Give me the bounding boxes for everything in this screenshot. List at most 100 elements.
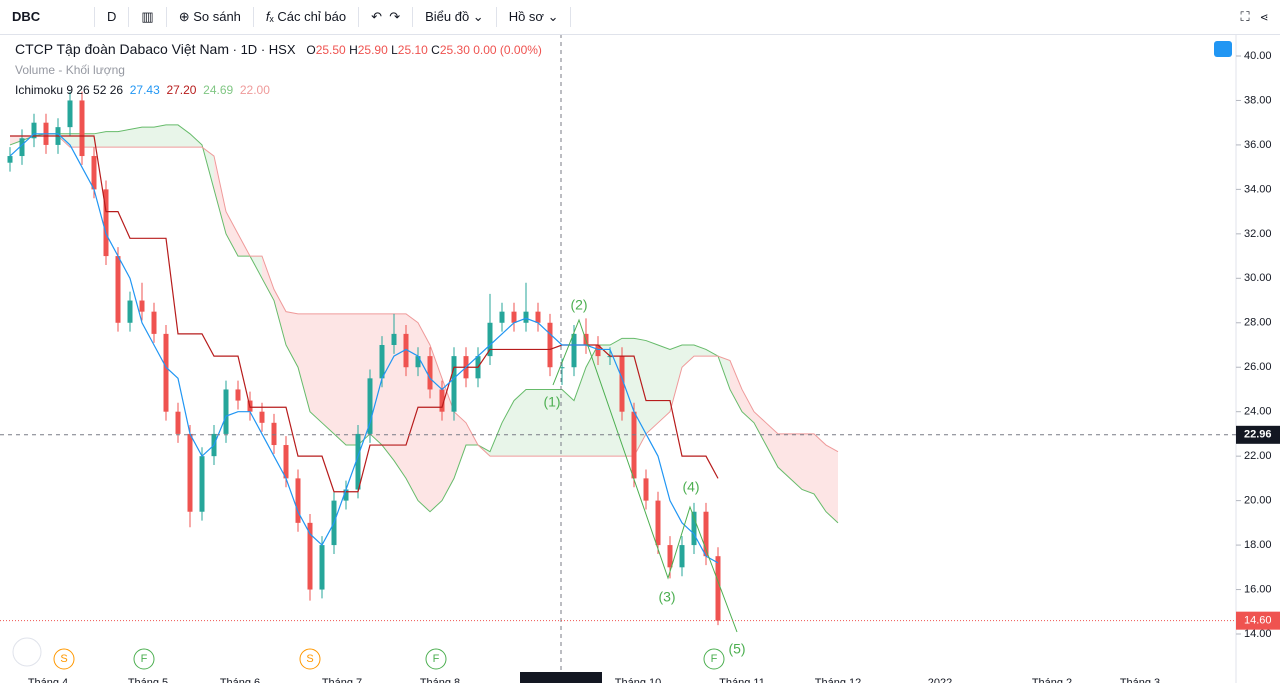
candle-body	[151, 311, 157, 334]
candle-body	[655, 500, 661, 546]
o-val: 25.50	[315, 43, 346, 57]
compare-label: So sánh	[193, 9, 241, 24]
fullscreen[interactable]: ⛶ ⋖	[1240, 9, 1268, 24]
cloud	[118, 129, 130, 148]
candle-body	[499, 311, 505, 323]
cloud	[274, 289, 286, 345]
date-tag	[520, 672, 602, 683]
candle-body	[235, 389, 241, 401]
cloud	[82, 133, 94, 148]
chart-style[interactable]: ▥	[129, 7, 167, 27]
candle-body	[619, 356, 625, 412]
cloud	[454, 411, 466, 479]
cloud	[658, 345, 670, 423]
candle-body	[667, 545, 673, 568]
candle-body	[607, 356, 613, 358]
span_b-line	[10, 135, 839, 457]
candle-body	[523, 311, 529, 323]
crosshair-tag	[1236, 425, 1280, 444]
cloud	[538, 389, 550, 457]
cloud	[814, 433, 826, 512]
c-val: 25.30	[439, 43, 470, 57]
event-marker	[703, 648, 725, 670]
cloud	[58, 133, 70, 148]
cloud	[718, 356, 730, 390]
profile-menu[interactable]: Hồ sơ ⌄	[497, 7, 572, 27]
cloud	[34, 133, 46, 137]
ichi-v: 22.00	[239, 83, 270, 97]
cloud	[226, 211, 238, 257]
candle-body	[379, 345, 385, 379]
candle-body	[199, 456, 205, 512]
cloud	[598, 345, 610, 457]
candle-body	[391, 333, 397, 345]
cloud	[334, 313, 346, 446]
cloud	[286, 311, 298, 368]
candle-body	[187, 433, 193, 512]
ichi-v: 24.69	[203, 83, 234, 97]
candle-body	[715, 556, 721, 621]
y-tick-label: 22.00	[1244, 450, 1272, 462]
o-label: O	[306, 43, 316, 57]
x-tick-label: Tháng 6	[220, 677, 260, 683]
candle-body	[103, 189, 109, 257]
candle-body	[91, 156, 97, 190]
candle-body	[631, 411, 637, 479]
candle-body	[43, 122, 49, 145]
cloud	[214, 156, 226, 234]
cloud	[790, 433, 802, 490]
undo[interactable]: ↶ ↷	[359, 7, 414, 27]
cloud	[826, 445, 838, 523]
compare[interactable]: ⊕ So sánh	[167, 7, 254, 27]
y-tick-label: 26.00	[1244, 361, 1272, 373]
cloud	[778, 433, 790, 479]
cloud	[802, 433, 814, 494]
span_a-line	[9, 124, 839, 524]
candle-body	[343, 489, 349, 501]
y-tick-label: 16.00	[1244, 583, 1272, 595]
y-tick-label: 36.00	[1244, 139, 1272, 151]
cloud	[694, 345, 706, 357]
h-label: H	[349, 43, 358, 57]
cloud	[142, 127, 154, 148]
cloud	[178, 124, 190, 148]
indicators-label: Các chỉ báo	[277, 9, 347, 24]
candle-body	[463, 356, 469, 379]
candle-body	[247, 400, 253, 412]
candle-body	[19, 138, 25, 157]
cloud	[22, 136, 34, 141]
wave-label: (2)	[570, 297, 587, 313]
candle-body	[307, 522, 313, 590]
candle-body	[355, 433, 361, 490]
ichi-v: 27.43	[129, 83, 160, 97]
candle-body	[127, 300, 133, 323]
interval[interactable]: D	[95, 7, 130, 27]
tenkan-line	[9, 133, 719, 564]
candle-body	[259, 411, 265, 423]
candle-body	[571, 333, 577, 368]
x-tick-label: Tháng 12	[815, 677, 861, 683]
cloud	[478, 445, 490, 457]
event-label: F	[433, 653, 440, 665]
candle-body	[547, 322, 553, 368]
candle-body	[7, 156, 13, 163]
chart-menu[interactable]: Biểu đồ ⌄	[413, 7, 497, 27]
candle-body	[319, 545, 325, 590]
cloud	[154, 124, 166, 148]
last-price-label: 14.60	[1244, 615, 1272, 627]
y-tick-label: 32.00	[1244, 228, 1272, 240]
cloud	[406, 313, 418, 501]
cloud	[70, 133, 82, 148]
cloud	[682, 345, 694, 368]
candle-body	[535, 311, 541, 323]
last-price-tag	[1236, 611, 1280, 630]
event-marker	[133, 648, 155, 670]
x-tick-label: Tháng 10	[615, 677, 661, 683]
symbol[interactable]: DBC	[0, 7, 95, 27]
candle-body	[403, 333, 409, 368]
kijun-line	[10, 135, 719, 493]
indicators[interactable]: fₓ Các chỉ báo	[254, 7, 360, 27]
cloud	[382, 313, 394, 461]
volume-legend: Volume - Khối lượng	[15, 63, 125, 77]
